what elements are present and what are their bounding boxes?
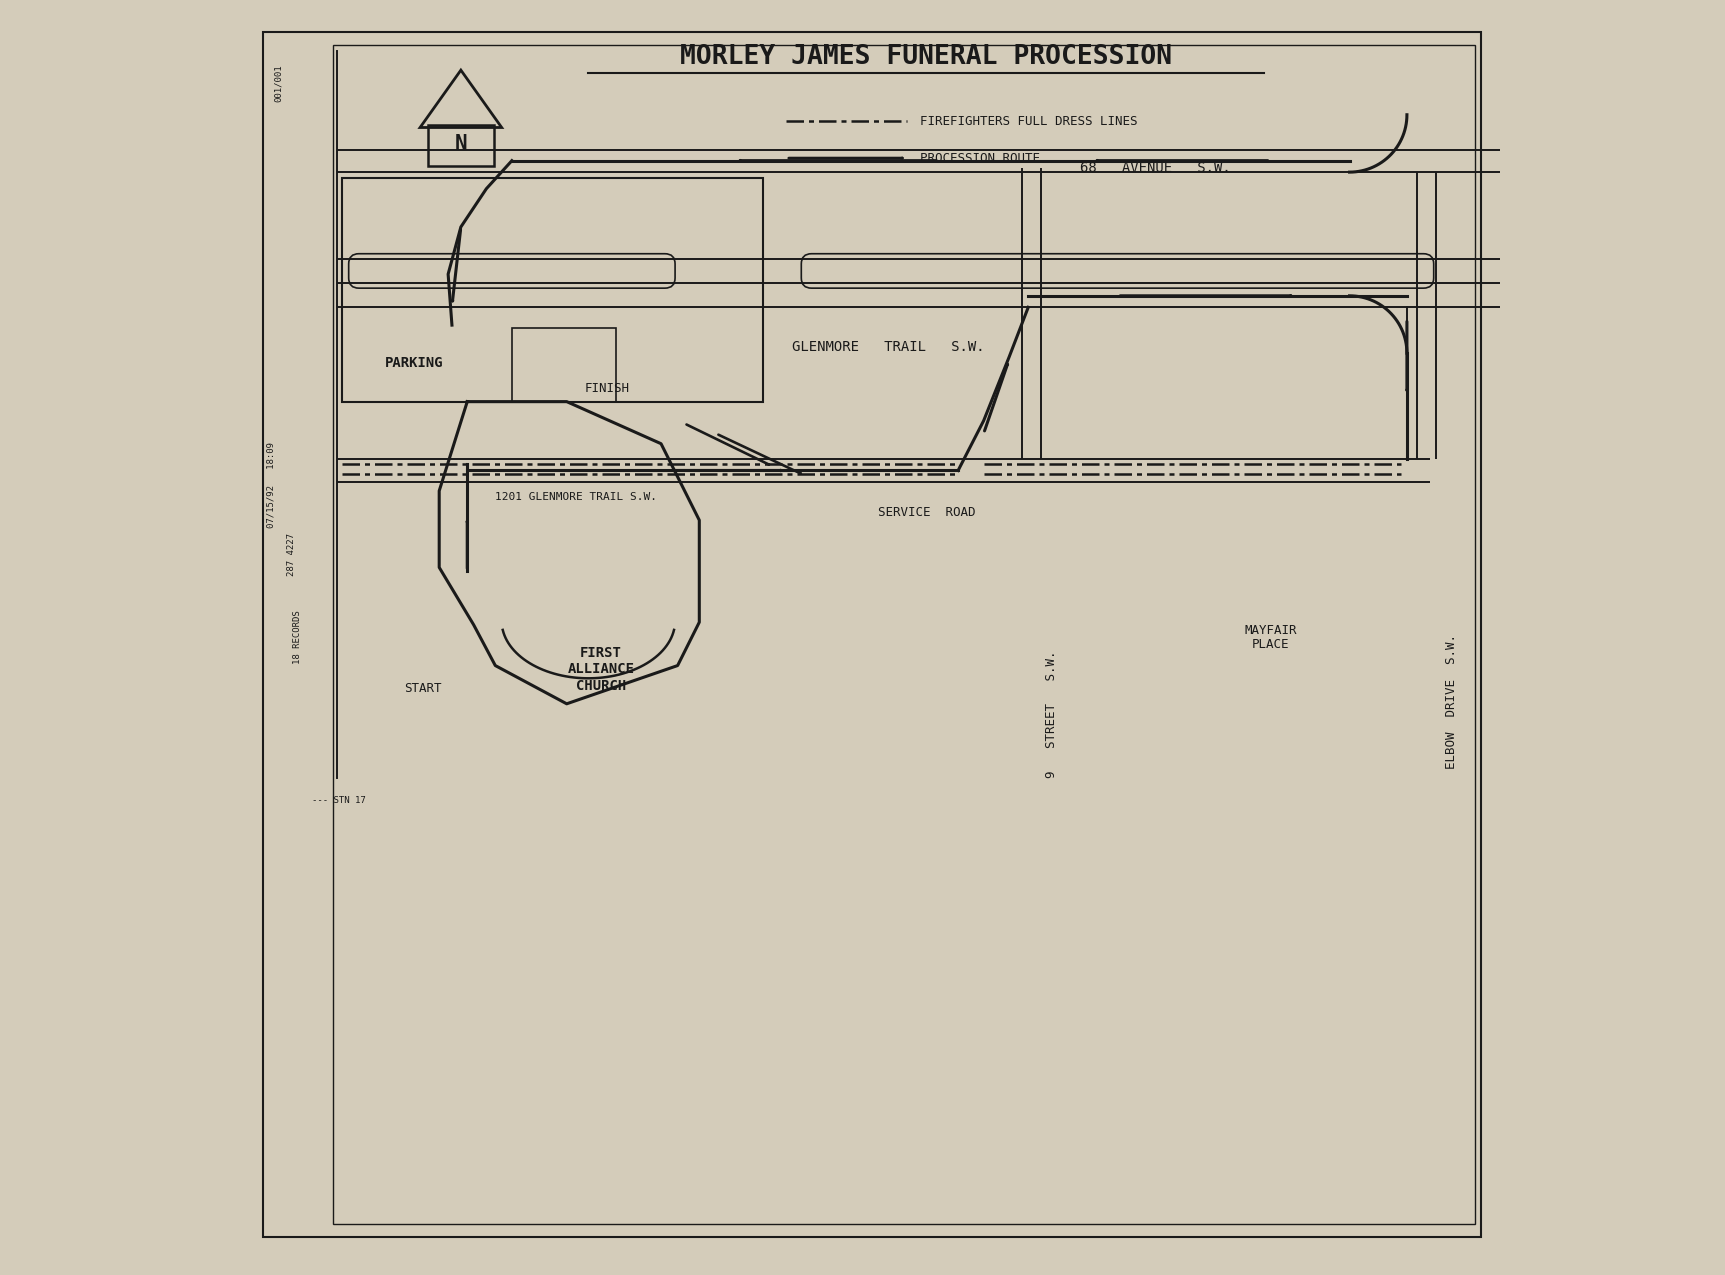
Text: 287 4227: 287 4227	[286, 533, 295, 576]
Text: 68   AVENUE   S.W.: 68 AVENUE S.W.	[1080, 162, 1232, 175]
Text: MAYFAIR
PLACE: MAYFAIR PLACE	[1244, 623, 1297, 652]
Text: SERVICE  ROAD: SERVICE ROAD	[878, 506, 975, 519]
Text: FINISH: FINISH	[585, 382, 630, 395]
Text: 001/001: 001/001	[274, 64, 283, 102]
Text: MORLEY JAMES FUNERAL PROCESSION: MORLEY JAMES FUNERAL PROCESSION	[680, 45, 1173, 70]
Bar	[428, 92, 493, 128]
Text: ELBOW  DRIVE  S.W.: ELBOW DRIVE S.W.	[1446, 634, 1458, 769]
Text: START: START	[404, 682, 442, 695]
Text: PROCESSION ROUTE: PROCESSION ROUTE	[919, 152, 1040, 164]
Bar	[342, 179, 762, 402]
Text: --- STN 17: --- STN 17	[312, 796, 366, 806]
Bar	[428, 125, 493, 166]
Text: FIREFIGHTERS FULL DRESS LINES: FIREFIGHTERS FULL DRESS LINES	[919, 115, 1137, 128]
FancyBboxPatch shape	[348, 254, 674, 288]
Bar	[333, 45, 1475, 1224]
Text: GLENMORE   TRAIL   S.W.: GLENMORE TRAIL S.W.	[792, 340, 985, 353]
Bar	[512, 328, 616, 402]
Text: 1201 GLENMORE TRAIL S.W.: 1201 GLENMORE TRAIL S.W.	[495, 492, 657, 502]
Text: FIRST
ALLIANCE
CHURCH: FIRST ALLIANCE CHURCH	[568, 646, 635, 692]
Text: N: N	[455, 134, 467, 154]
Text: PARKING: PARKING	[385, 357, 443, 370]
Text: 07/15/92   18:09: 07/15/92 18:09	[266, 441, 276, 528]
Text: 9   STREET   S.W.: 9 STREET S.W.	[1045, 650, 1057, 778]
FancyBboxPatch shape	[802, 254, 1433, 288]
Text: 18 RECORDS: 18 RECORDS	[293, 611, 302, 664]
